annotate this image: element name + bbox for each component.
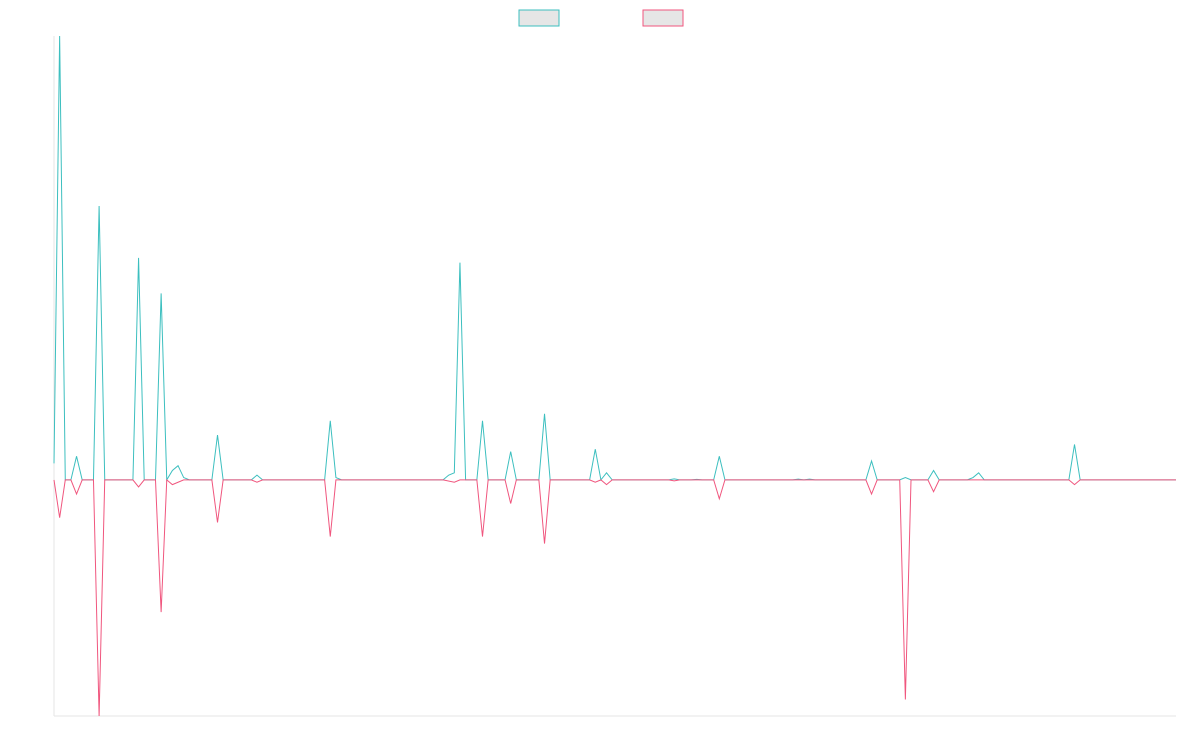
legend-swatch-series-2[interactable] <box>642 9 684 27</box>
series-layer <box>53 35 1176 717</box>
plot-area <box>53 35 1176 717</box>
legend-swatch-series-1[interactable] <box>518 9 560 27</box>
series-1-line <box>53 35 1176 482</box>
legend <box>518 9 684 27</box>
series-2-line <box>53 478 1176 717</box>
